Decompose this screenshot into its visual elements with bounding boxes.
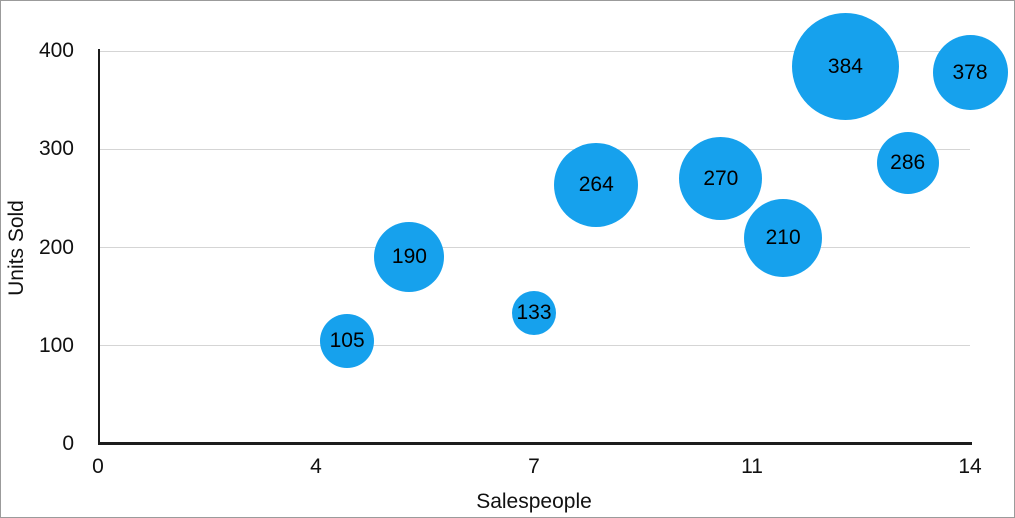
bubble-value-label: 384 bbox=[827, 54, 863, 78]
bubble[interactable]: 190 bbox=[374, 222, 445, 293]
x-tick-label: 11 bbox=[741, 455, 763, 478]
bubble-value-label: 190 bbox=[391, 245, 427, 269]
gridline bbox=[99, 345, 970, 347]
bubble[interactable]: 105 bbox=[320, 313, 375, 368]
gridline bbox=[99, 247, 970, 248]
x-tick-label: 14 bbox=[958, 455, 982, 478]
bubble-value-label: 286 bbox=[890, 151, 926, 174]
bubble[interactable]: 264 bbox=[554, 142, 639, 227]
bubble-value-label: 270 bbox=[703, 166, 739, 190]
y-tick-label: 200 bbox=[38, 235, 74, 259]
bubble[interactable]: 378 bbox=[932, 35, 1008, 111]
x-tick-label: 0 bbox=[92, 455, 104, 478]
x-axis-title: Salespeople bbox=[476, 490, 592, 513]
bubble[interactable]: 286 bbox=[876, 132, 939, 194]
bubble-value-label: 105 bbox=[329, 328, 365, 352]
y-tick-label: 300 bbox=[38, 137, 74, 161]
bubble-value-label: 133 bbox=[516, 301, 552, 325]
bubble-value-label: 264 bbox=[578, 172, 614, 196]
x-tick-label: 4 bbox=[310, 455, 322, 478]
x-tick-label: 7 bbox=[528, 455, 540, 478]
y-tick-label: 0 bbox=[62, 432, 74, 455]
y-tick-label: 400 bbox=[38, 39, 74, 62]
bubble[interactable]: 133 bbox=[512, 291, 556, 336]
y-tick-label: 100 bbox=[38, 333, 74, 357]
gridline bbox=[99, 148, 970, 150]
bubble[interactable]: 270 bbox=[679, 137, 763, 221]
bubble[interactable]: 384 bbox=[791, 13, 899, 121]
bubble-value-label: 378 bbox=[952, 60, 988, 84]
x-axis-line bbox=[98, 442, 972, 445]
y-axis-line bbox=[98, 49, 100, 445]
bubble-value-label: 210 bbox=[765, 225, 801, 249]
bubble[interactable]: 210 bbox=[744, 198, 823, 277]
gridline bbox=[99, 50, 970, 52]
